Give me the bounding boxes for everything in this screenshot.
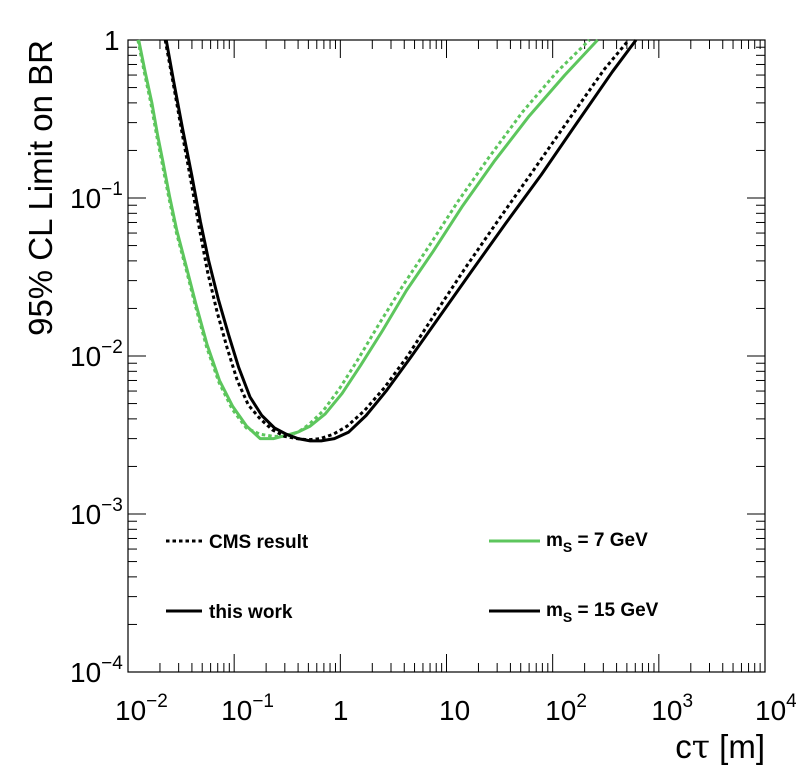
legend: CMS result this work mS = 7 GeV mS = 15 GeV (166, 530, 659, 625)
series-line-7gev-solid (137, 38, 599, 441)
axis-ticks (127, 39, 766, 673)
legend-label: CMS result (209, 532, 309, 553)
series-line-7gev-dotted (136, 38, 591, 438)
series-line-15gev-solid (164, 39, 638, 443)
y-axis-title: 95% CL Limit on BR (22, 40, 59, 336)
x-tick-label: 104 (755, 691, 796, 726)
x-tick-label: 102 (545, 691, 587, 726)
legend-mass-label: mS = 7 GeV (546, 530, 648, 555)
x-tick-label: 103 (651, 691, 693, 726)
legend-mass-label: mS = 15 GeV (546, 600, 659, 625)
x-axis-title: cτ [m] (675, 727, 765, 766)
tick-labels: 10−2 10−1 1 10 102 103 104 10−4 10−3 10−2 10−1 1 (70, 25, 796, 726)
y-tick-label: 10−2 (70, 337, 123, 372)
x-tick-label: 1 (333, 695, 349, 726)
x-tick-label: 10−1 (221, 691, 274, 726)
y-tick-label: 10−4 (70, 653, 123, 688)
plot-frame (127, 39, 766, 673)
legend-label: this work (209, 602, 293, 623)
series-group (136, 38, 638, 443)
y-tick-label: 10−1 (70, 179, 123, 214)
x-tick-label: 10−2 (115, 691, 168, 726)
series-line-15gev-dotted (163, 39, 630, 442)
y-tick-label: 1 (104, 25, 120, 56)
x-tick-label: 10 (439, 695, 470, 726)
y-tick-label: 10−3 (70, 495, 123, 530)
